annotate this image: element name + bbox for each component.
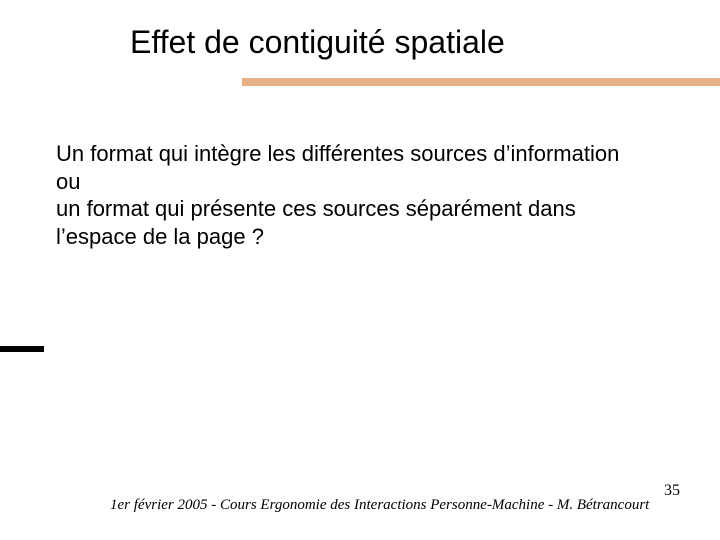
body-line-2: ou [56,168,666,196]
body-line-4: l’espace de la page ? [56,223,666,251]
left-side-tick [0,346,44,352]
body-text-block: Un format qui intègre les différentes so… [56,140,666,250]
slide-title: Effet de contiguité spatiale [130,24,505,61]
page-number: 35 [664,482,680,500]
body-line-1: Un format qui intègre les différentes so… [56,140,666,168]
body-line-3: un format qui présente ces sources sépar… [56,195,666,223]
title-underline-bar [242,78,720,86]
footer-text: 1er février 2005 - Cours Ergonomie des I… [110,497,649,514]
